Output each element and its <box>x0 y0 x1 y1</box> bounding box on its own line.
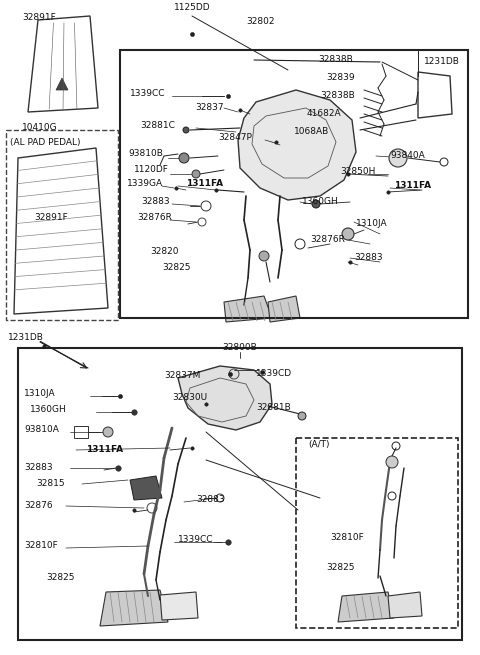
Text: 32850H: 32850H <box>340 168 375 176</box>
Text: 10410G: 10410G <box>22 124 58 132</box>
Text: 1311FA: 1311FA <box>86 445 123 455</box>
Text: 93840A: 93840A <box>390 151 425 160</box>
Text: 93810A: 93810A <box>24 426 59 434</box>
Text: 32810F: 32810F <box>330 534 364 542</box>
Polygon shape <box>238 90 356 200</box>
Text: 32891F: 32891F <box>34 214 68 223</box>
Polygon shape <box>130 476 162 500</box>
Text: 32876: 32876 <box>24 502 53 510</box>
Text: 32838B: 32838B <box>318 56 353 64</box>
Text: 41682A: 41682A <box>307 109 342 119</box>
Polygon shape <box>56 78 68 90</box>
Text: 32839: 32839 <box>326 73 355 83</box>
Text: (AL PAD PEDAL): (AL PAD PEDAL) <box>10 138 81 147</box>
Text: 32810F: 32810F <box>24 542 58 550</box>
Text: 32883: 32883 <box>354 253 383 263</box>
Text: 1339CC: 1339CC <box>130 88 166 98</box>
Text: 32876R: 32876R <box>310 236 345 244</box>
Text: 1360GH: 1360GH <box>302 198 339 206</box>
Polygon shape <box>338 592 394 622</box>
Text: 32883: 32883 <box>141 198 169 206</box>
Bar <box>6 130 118 320</box>
Text: 32847P: 32847P <box>218 134 252 143</box>
Text: 32881C: 32881C <box>140 121 175 130</box>
Text: 32800B: 32800B <box>223 343 257 352</box>
Circle shape <box>183 127 189 133</box>
Bar <box>120 50 468 318</box>
Text: 32883: 32883 <box>24 464 53 472</box>
Circle shape <box>259 251 269 261</box>
Polygon shape <box>388 592 422 618</box>
Circle shape <box>389 149 407 167</box>
Text: 32802: 32802 <box>246 18 275 26</box>
Text: 1310JA: 1310JA <box>24 390 56 398</box>
Text: 32838B: 32838B <box>320 92 355 100</box>
Text: 32825: 32825 <box>162 263 191 272</box>
Polygon shape <box>100 590 168 626</box>
Text: 1231DB: 1231DB <box>424 58 460 67</box>
Text: 32837M: 32837M <box>164 371 200 381</box>
Text: 1311FA: 1311FA <box>394 181 431 191</box>
Text: 1360GH: 1360GH <box>30 405 67 415</box>
Circle shape <box>312 200 320 208</box>
Text: 1339CC: 1339CC <box>178 536 214 544</box>
Text: 1231DB: 1231DB <box>8 333 44 343</box>
Bar <box>296 438 458 628</box>
Text: 32891F: 32891F <box>22 14 56 22</box>
Text: (A/T): (A/T) <box>308 440 329 449</box>
Text: 32837: 32837 <box>195 103 224 113</box>
Bar <box>18 348 462 640</box>
Text: 32820: 32820 <box>150 248 179 257</box>
Text: 1068AB: 1068AB <box>294 128 329 136</box>
Text: 1339GA: 1339GA <box>127 179 163 189</box>
Text: 1125DD: 1125DD <box>174 3 210 12</box>
Text: 32815: 32815 <box>36 479 65 489</box>
Text: 32830U: 32830U <box>172 394 207 403</box>
Text: 32825: 32825 <box>46 574 74 582</box>
Text: 1311FA: 1311FA <box>186 179 223 189</box>
Circle shape <box>192 170 200 178</box>
Polygon shape <box>160 592 198 620</box>
Text: 32883: 32883 <box>196 495 225 504</box>
Polygon shape <box>268 296 300 322</box>
Text: 1120DF: 1120DF <box>134 166 169 174</box>
Text: 32825: 32825 <box>326 563 355 572</box>
Circle shape <box>342 228 354 240</box>
Circle shape <box>298 412 306 420</box>
Circle shape <box>386 456 398 468</box>
Text: 93810B: 93810B <box>128 149 163 159</box>
Circle shape <box>179 153 189 163</box>
Polygon shape <box>178 366 272 430</box>
Text: 32876R: 32876R <box>137 214 172 223</box>
Text: 1310JA: 1310JA <box>356 219 388 229</box>
Text: 32881B: 32881B <box>256 403 291 413</box>
Text: 1339CD: 1339CD <box>256 369 292 377</box>
Circle shape <box>103 427 113 437</box>
Polygon shape <box>224 296 272 322</box>
